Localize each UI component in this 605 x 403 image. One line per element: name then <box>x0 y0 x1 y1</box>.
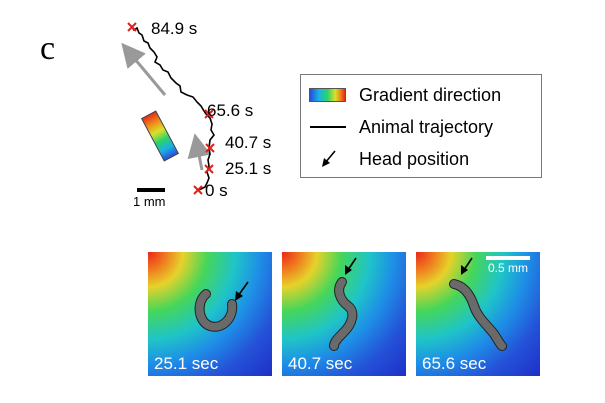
time-label-25-1: 25.1 s <box>225 159 272 178</box>
worm-body <box>450 280 506 350</box>
frame-40-7: 40.7 sec <box>282 252 406 376</box>
gradient-swatch-icon <box>309 88 346 102</box>
gradient-arrow-short <box>187 133 212 171</box>
time-label-65-6: 65.6 s <box>207 101 254 120</box>
marker-84-9 <box>127 22 137 32</box>
marker-0 <box>193 185 203 195</box>
trajectory-plot <box>121 22 215 195</box>
marker-40-7 <box>205 143 215 153</box>
gradient-bar <box>140 110 180 162</box>
animal-trajectory <box>131 26 215 191</box>
frame-scalebar: 0.5 mm <box>486 256 530 275</box>
frame-scalebar-bar <box>486 256 530 260</box>
frame-scalebar-label: 0.5 mm <box>487 261 528 275</box>
worm-image-1 <box>194 281 249 332</box>
legend: Gradient direction Animal trajectory Hea… <box>300 74 542 178</box>
legend-item-head: Head position <box>301 147 541 171</box>
scalebar <box>137 188 165 192</box>
time-label-40-7: 40.7 s <box>225 133 272 152</box>
legend-label-gradient: Gradient direction <box>359 85 502 105</box>
legend-label-trajectory: Animal trajectory <box>359 117 494 137</box>
legend-label-head: Head position <box>359 149 470 169</box>
frame-time-label-3: 65.6 sec <box>422 354 487 373</box>
panel-letter: c <box>40 30 56 67</box>
marker-25-1 <box>204 164 214 174</box>
gradient-arrow-long <box>121 42 167 96</box>
frame-25-1: 25.1 sec <box>148 252 272 376</box>
head-arrow-icon <box>322 150 336 167</box>
frame-time-label-2: 40.7 sec <box>288 354 353 373</box>
marker-65-6 <box>204 109 214 119</box>
legend-item-gradient: Gradient direction <box>301 83 541 107</box>
scalebar-label: 1 mm <box>133 194 166 209</box>
frame-time-label-1: 25.1 sec <box>154 354 219 373</box>
worm-image-3 <box>449 257 507 351</box>
frame-65-6: 0.5 mm 65.6 sec <box>416 252 540 376</box>
worm-image-2 <box>329 257 358 351</box>
worm-body <box>330 278 357 350</box>
time-label-0: 0 s <box>205 181 228 200</box>
head-arrow <box>347 257 357 271</box>
head-arrow <box>463 257 473 271</box>
time-markers <box>127 22 215 195</box>
trajectory-line-icon <box>310 126 346 128</box>
time-label-84-9: 84.9 s <box>151 19 198 38</box>
legend-item-trajectory: Animal trajectory <box>301 115 541 139</box>
